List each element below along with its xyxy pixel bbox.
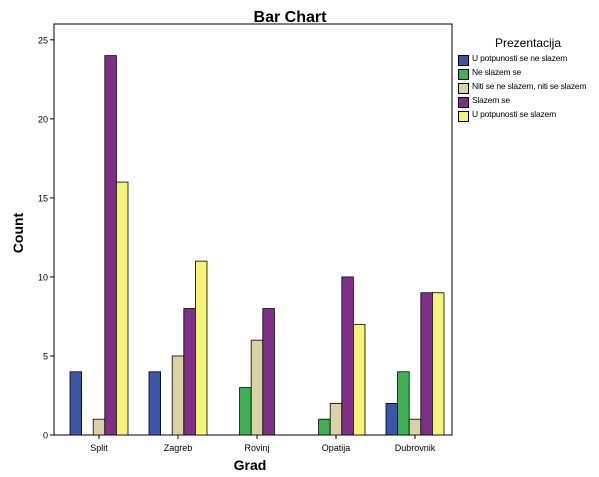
bar [250, 339, 264, 436]
bar [420, 292, 433, 436]
bar [171, 355, 185, 436]
y-tick-label: 10 [38, 272, 48, 282]
legend: Prezentacija U potpunosti se ne slazem Ne… [458, 36, 598, 124]
bar [183, 308, 196, 436]
bar [262, 308, 275, 436]
bar [318, 418, 331, 436]
y-tick-label: 15 [38, 193, 48, 203]
bar [385, 402, 399, 436]
bar [431, 292, 445, 436]
bar [239, 387, 252, 436]
bar [92, 418, 106, 436]
legend-swatch [458, 55, 469, 66]
legend-title: Prezentacija [494, 36, 562, 50]
bar [352, 323, 366, 436]
bar [104, 55, 117, 436]
legend-label: Ne slazem se [472, 67, 522, 77]
legend-label: U potpunosti se slazem [472, 109, 556, 119]
chart-title: Bar Chart [253, 9, 327, 26]
y-tick-label: 5 [43, 351, 48, 361]
legend-swatch [458, 69, 469, 80]
bar [194, 260, 208, 436]
legend-swatch [458, 97, 469, 108]
legend-label: U potpunosti se ne slazem [472, 53, 568, 63]
x-tick-label: Split [90, 443, 108, 453]
bar [408, 418, 422, 436]
x-axis-title: Grad [233, 457, 267, 473]
legend-item: U potpunosti se ne slazem [458, 54, 598, 66]
x-tick-label: Opatija [322, 443, 351, 453]
legend-item: Ne slazem se [458, 68, 598, 80]
y-tick-label: 25 [38, 35, 48, 45]
y-axis-title: Count [10, 212, 26, 254]
legend-list: U potpunosti se ne slazem Ne slazem se Nit… [458, 54, 598, 122]
bar [329, 402, 343, 436]
x-tick-label: Rovinj [244, 443, 269, 453]
x-tick-label: Dubrovnik [395, 443, 436, 453]
bar [397, 371, 410, 436]
x-tick-label: Zagreb [164, 443, 193, 453]
legend-swatch [458, 111, 469, 122]
legend-swatch [458, 83, 469, 94]
bar [116, 181, 129, 436]
bar [148, 371, 162, 436]
legend-label: Niti se ne slazem, niti se slazem [472, 81, 587, 91]
legend-item: Slazem se [458, 96, 598, 108]
y-tick-label: 0 [43, 431, 48, 441]
y-tick-label: 20 [38, 114, 48, 124]
bar [341, 276, 354, 436]
legend-item: Niti se ne slazem, niti se slazem [458, 82, 598, 94]
legend-item: U potpunosti se slazem [458, 110, 598, 122]
bar [69, 371, 83, 436]
legend-label: Slazem se [472, 95, 510, 105]
